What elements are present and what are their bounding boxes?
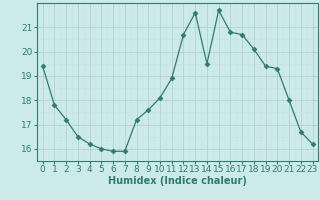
- X-axis label: Humidex (Indice chaleur): Humidex (Indice chaleur): [108, 176, 247, 186]
